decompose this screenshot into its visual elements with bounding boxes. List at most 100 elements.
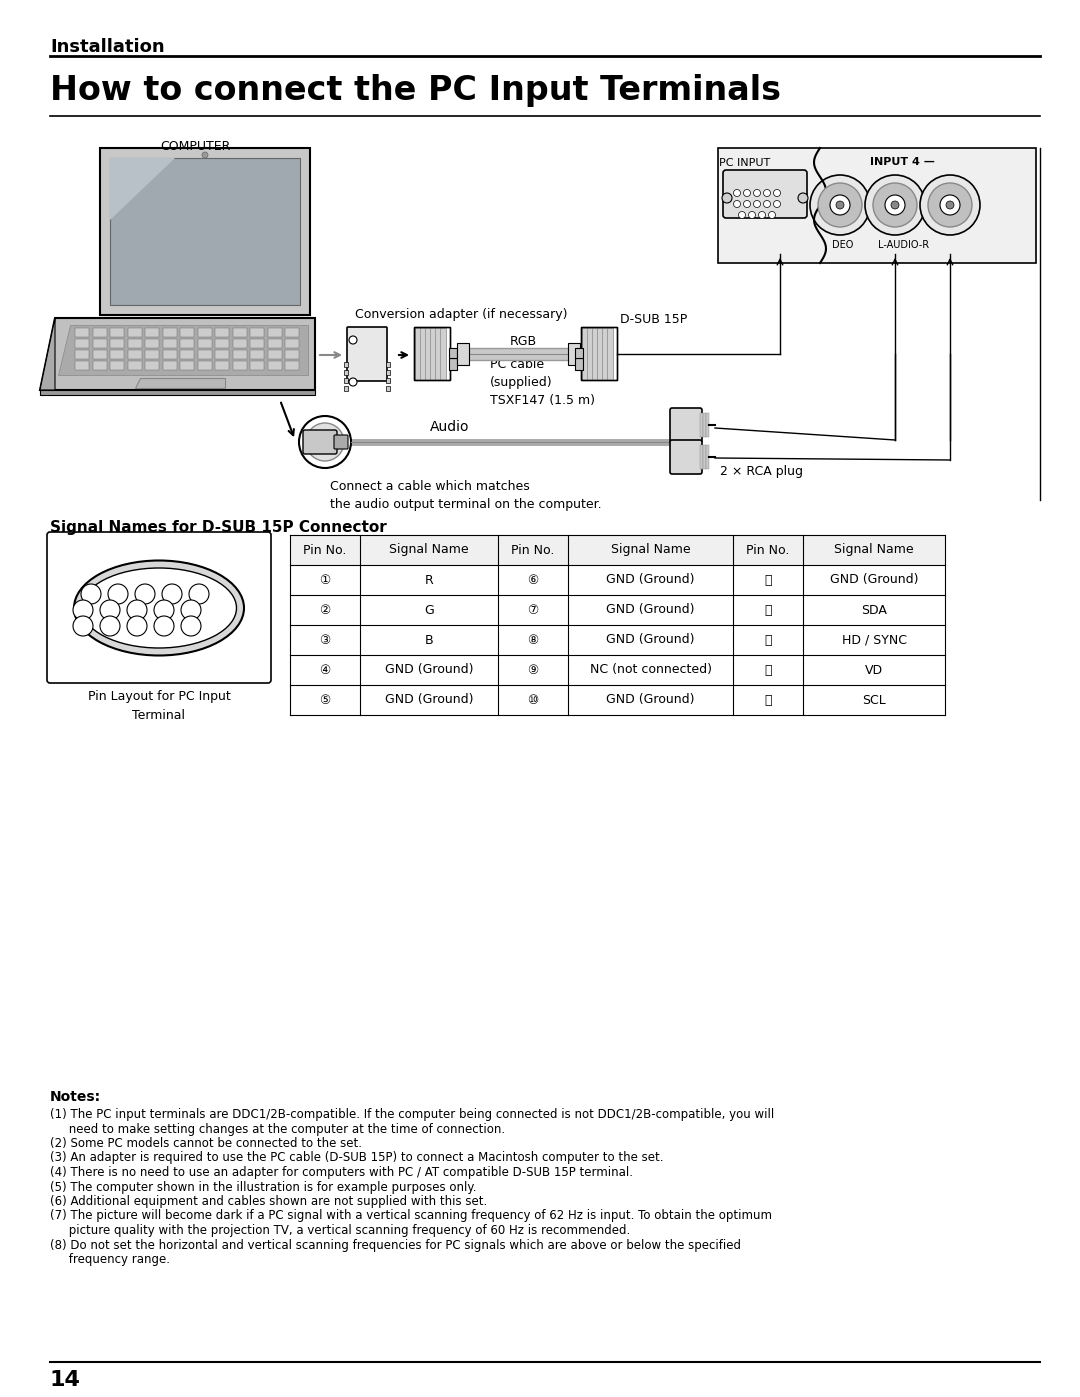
Text: (3) An adapter is required to use the PC cable (D-SUB 15P) to connect a Macintos: (3) An adapter is required to use the PC… [50,1151,663,1165]
Circle shape [764,190,770,197]
Circle shape [743,201,751,208]
Text: GND (Ground): GND (Ground) [606,693,694,707]
Circle shape [154,616,174,636]
Polygon shape [268,360,282,370]
Text: Audio: Audio [430,420,470,434]
Polygon shape [75,360,89,370]
Text: ⑤: ⑤ [86,590,95,598]
Circle shape [154,599,174,620]
Ellipse shape [306,423,345,461]
Text: PC cable
(supplied)
TSXF147 (1.5 m): PC cable (supplied) TSXF147 (1.5 m) [490,358,595,407]
Polygon shape [249,351,264,359]
Polygon shape [145,351,159,359]
Text: D-SUB 15P: D-SUB 15P [620,313,687,326]
Polygon shape [268,328,282,337]
Polygon shape [127,351,141,359]
Polygon shape [198,351,212,359]
Text: VD: VD [865,664,883,676]
Text: ③: ③ [140,590,149,598]
Circle shape [798,193,808,203]
Text: ⑮: ⑮ [80,622,85,630]
Polygon shape [93,328,107,337]
Text: ⑮: ⑮ [765,693,772,707]
Polygon shape [180,339,194,348]
Polygon shape [40,319,315,390]
Circle shape [885,196,905,215]
Text: ⑧: ⑧ [527,633,539,647]
Text: Signal Name: Signal Name [610,543,690,556]
Circle shape [773,201,781,208]
Bar [449,358,457,370]
Text: picture quality with the projection TV, a vertical scanning frequency of 60 Hz i: picture quality with the projection TV, … [50,1224,631,1236]
Text: ②: ② [167,590,176,598]
Circle shape [100,616,120,636]
Polygon shape [93,339,107,348]
Polygon shape [249,360,264,370]
Bar [703,446,706,469]
Text: ⑨: ⑨ [106,605,114,615]
Text: ⑬: ⑬ [134,622,139,630]
Polygon shape [215,351,229,359]
Text: SDA: SDA [861,604,887,616]
Polygon shape [127,360,141,370]
Text: ⑩: ⑩ [79,605,87,615]
Text: ⑪: ⑪ [765,574,772,587]
Circle shape [181,599,201,620]
Polygon shape [249,339,264,348]
Polygon shape [162,351,176,359]
Circle shape [773,190,781,197]
Circle shape [758,211,766,218]
Polygon shape [110,351,124,359]
Bar [291,595,945,624]
Text: COMPUTER: COMPUTER [160,140,230,154]
Text: GND (Ground): GND (Ground) [829,574,918,587]
Polygon shape [198,328,212,337]
Text: ③: ③ [320,633,330,647]
Text: ⑦: ⑦ [160,605,168,615]
Polygon shape [162,360,176,370]
Text: GND (Ground): GND (Ground) [606,574,694,587]
Bar [430,328,436,380]
Bar [706,446,708,469]
Bar [291,624,945,655]
Polygon shape [110,339,124,348]
Text: ⑥: ⑥ [527,574,539,587]
Circle shape [108,584,129,604]
Ellipse shape [299,416,351,468]
Polygon shape [180,351,194,359]
Text: NC (not connected): NC (not connected) [590,664,712,676]
Polygon shape [162,339,176,348]
Bar [602,328,608,380]
Circle shape [739,211,745,218]
Text: ⑦: ⑦ [527,604,539,616]
Bar [345,379,348,383]
Polygon shape [127,328,141,337]
Ellipse shape [81,569,237,648]
Circle shape [81,584,102,604]
Polygon shape [198,360,212,370]
Text: ⑪: ⑪ [188,622,193,630]
Text: ②: ② [320,604,330,616]
Bar [291,685,945,715]
Polygon shape [215,339,229,348]
Polygon shape [110,158,300,305]
Polygon shape [268,339,282,348]
Text: Pin No.: Pin No. [746,543,789,556]
Polygon shape [100,148,310,314]
Text: 14: 14 [50,1370,81,1390]
Circle shape [181,616,201,636]
Bar [415,328,421,380]
FancyBboxPatch shape [670,440,702,474]
Text: Signal Name: Signal Name [834,543,914,556]
Polygon shape [110,158,175,219]
Text: SCL: SCL [862,693,886,707]
Bar [291,655,945,685]
Circle shape [891,201,899,210]
Text: INPUT 4 —: INPUT 4 — [870,156,935,168]
Text: ⑤: ⑤ [320,693,330,707]
Circle shape [100,599,120,620]
Polygon shape [58,326,308,374]
Polygon shape [127,339,141,348]
Bar [345,362,348,367]
Polygon shape [268,351,282,359]
